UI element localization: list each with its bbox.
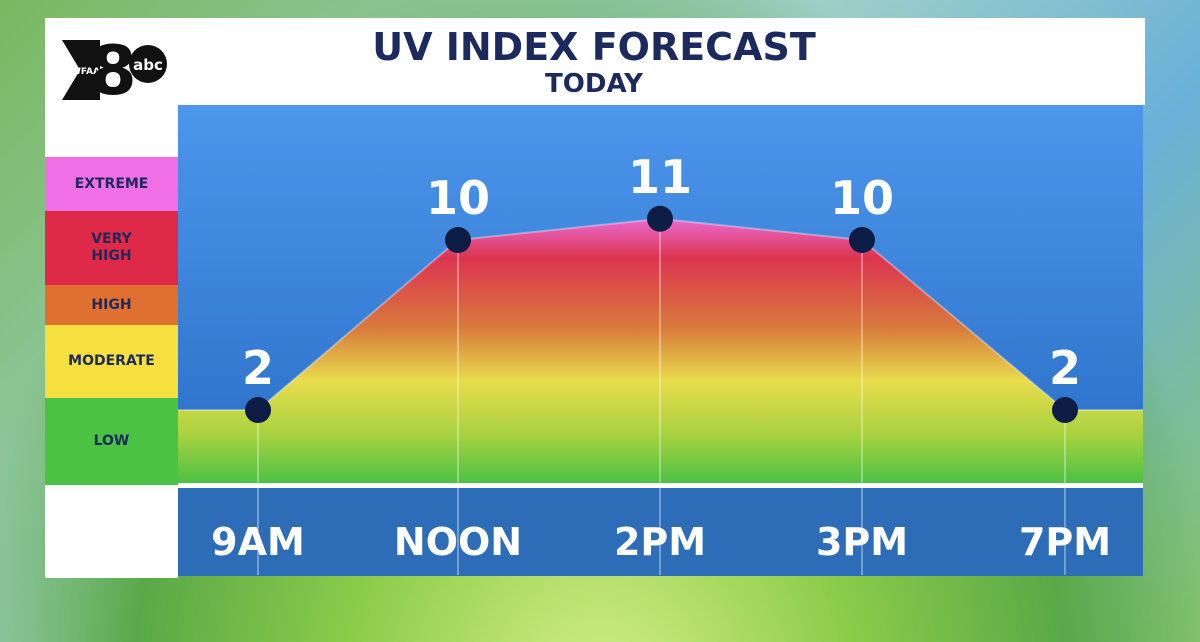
legend: EXTREME VERY HIGH HIGH MODERATE LOW — [45, 105, 178, 578]
legend-label: LOW — [93, 433, 130, 449]
legend-label: VERY HIGH — [91, 231, 132, 264]
x-tick-label: 3PM — [816, 520, 908, 564]
uv-area — [178, 218, 1143, 483]
value-label: 10 — [426, 171, 490, 225]
logo-station: WFAA — [71, 67, 100, 77]
x-tick-label: 9AM — [211, 520, 305, 564]
legend-label: EXTREME — [74, 175, 149, 192]
legend-band: EXTREME — [45, 157, 178, 211]
chart-title: UV INDEX FORECAST — [372, 25, 816, 69]
legend-label: HIGH — [91, 296, 132, 313]
value-label: 2 — [1049, 341, 1081, 395]
logo-circle — [129, 45, 167, 83]
point — [849, 227, 875, 253]
logo-shape — [62, 40, 100, 100]
point — [245, 397, 271, 423]
logo: WFAA 8 abc — [62, 32, 167, 111]
point — [445, 227, 471, 253]
legend-label: MODERATE — [68, 353, 155, 369]
x-tick-label: NOON — [394, 520, 522, 564]
divider — [178, 483, 1143, 488]
value-label: 2 — [242, 341, 274, 395]
x-tick-label: 7PM — [1019, 520, 1111, 564]
axis-strip — [178, 488, 1143, 576]
logo-network: abc — [133, 56, 163, 74]
header — [45, 18, 1145, 105]
logo-number: 8 — [89, 32, 136, 111]
point — [647, 205, 673, 232]
x-tick-label: 2PM — [614, 520, 706, 564]
point — [1052, 397, 1078, 423]
legend-band: VERY HIGH — [45, 211, 178, 285]
value-label: 11 — [628, 150, 692, 204]
legend-band: MODERATE — [45, 325, 178, 398]
value-label: 10 — [830, 171, 894, 225]
legend-band: HIGH — [45, 285, 178, 325]
chart-subtitle: TODAY — [545, 69, 644, 99]
legend-band: LOW — [45, 398, 178, 485]
